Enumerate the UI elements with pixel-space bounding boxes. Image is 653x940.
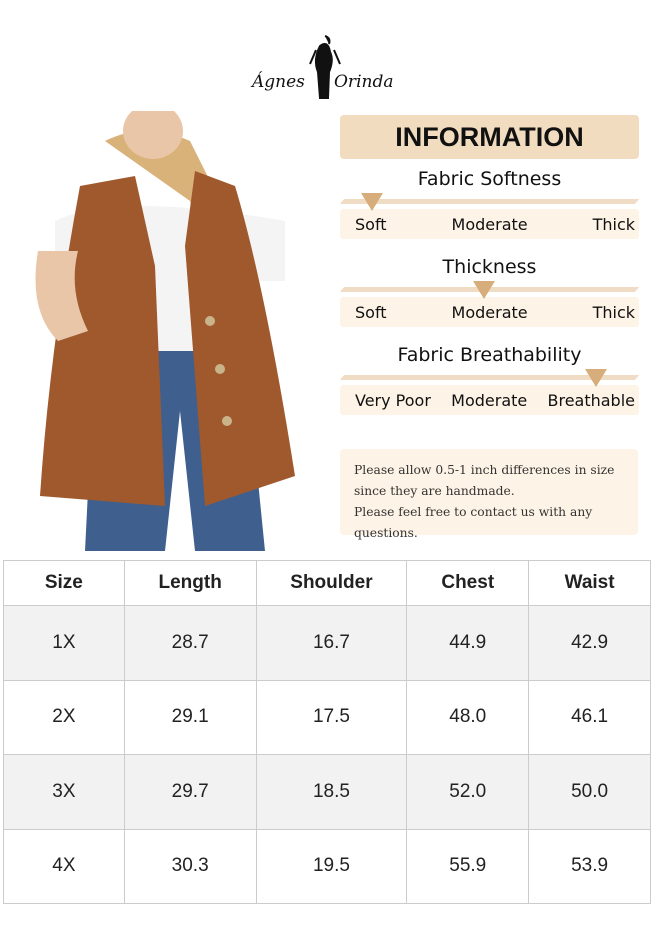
column-header: Size xyxy=(3,560,125,606)
table-cell: 29.1 xyxy=(123,679,257,755)
scale-label: Moderate xyxy=(451,214,528,234)
scale-bar xyxy=(339,199,640,204)
scale-marker-icon xyxy=(473,281,495,299)
note-line: Please feel free to contact us with any … xyxy=(354,505,593,540)
scale-label: Moderate xyxy=(451,390,528,410)
scale-label: Very Poor xyxy=(355,390,431,410)
table-cell: 42.9 xyxy=(528,605,651,681)
brand-logo: Ágnes Orinda xyxy=(250,34,400,102)
scale-marker-icon xyxy=(585,369,607,387)
table-cell: 46.1 xyxy=(528,679,651,755)
scale-title: Fabric Breathability xyxy=(397,344,582,366)
brand-name-left: Ágnes xyxy=(252,72,305,92)
table-cell: 1X xyxy=(3,605,125,681)
table-row: 4X 30.3 19.5 55.9 53.9 xyxy=(3,828,651,904)
scale-label: Soft xyxy=(355,302,387,322)
product-photo xyxy=(35,111,310,551)
table-cell: 2X xyxy=(3,679,125,755)
column-header: Length xyxy=(123,560,257,606)
table-cell: 30.3 xyxy=(123,828,257,904)
information-title: INFORMATION xyxy=(340,115,639,159)
table-cell: 3X xyxy=(3,754,125,830)
scale-label: Moderate xyxy=(451,302,528,322)
size-table: Size Length Shoulder Chest Waist 1X 28.7 16.7 4… xyxy=(3,560,651,904)
scale-label: Thick xyxy=(592,214,635,234)
size-note: Please allow 0.5-1 inch differences in s… xyxy=(340,449,638,540)
table-cell: 44.9 xyxy=(406,605,530,681)
rating-scale: Very Poor Moderate Breathable xyxy=(339,369,640,423)
table-cell: 28.7 xyxy=(123,605,257,681)
table-cell: 19.5 xyxy=(255,828,408,904)
scale-title: Fabric Softness xyxy=(417,168,562,190)
table-cell: 17.5 xyxy=(255,679,408,755)
table-cell: 48.0 xyxy=(406,679,530,755)
table-row: 2X 29.1 17.5 48.0 46.1 xyxy=(3,679,651,755)
table-row: 3X 29.7 18.5 52.0 50.0 xyxy=(3,754,651,830)
scale-label: Soft xyxy=(355,214,387,234)
column-header: Shoulder xyxy=(255,560,408,606)
table-cell: 18.5 xyxy=(255,754,408,830)
note-line: since they are handmade. xyxy=(354,484,515,498)
rating-scale: Soft Moderate Thick xyxy=(339,193,640,247)
scale-title: Thickness xyxy=(442,256,537,278)
column-header: Waist xyxy=(528,560,651,606)
table-cell: 52.0 xyxy=(406,754,530,830)
scale-marker-icon xyxy=(361,193,383,211)
table-cell: 55.9 xyxy=(406,828,530,904)
table-cell: 53.9 xyxy=(528,828,651,904)
information-panel: INFORMATION Fabric Softness Soft Moderate… xyxy=(339,115,640,423)
table-row: 1X 28.7 16.7 44.9 42.9 xyxy=(3,605,651,681)
table-cell: 29.7 xyxy=(123,754,257,830)
rating-scale: Soft Moderate Thick xyxy=(339,281,640,335)
table-cell: 50.0 xyxy=(528,754,651,830)
brand-name-right: Orinda xyxy=(334,72,394,92)
note-line: Please allow 0.5-1 inch differences in s… xyxy=(354,463,615,477)
column-header: Chest xyxy=(406,560,530,606)
scale-label: Thick xyxy=(592,302,635,322)
table-cell: 4X xyxy=(3,828,125,904)
silhouette-icon xyxy=(309,35,341,99)
scale-label: Breathable xyxy=(547,390,635,410)
table-cell: 16.7 xyxy=(255,605,408,681)
